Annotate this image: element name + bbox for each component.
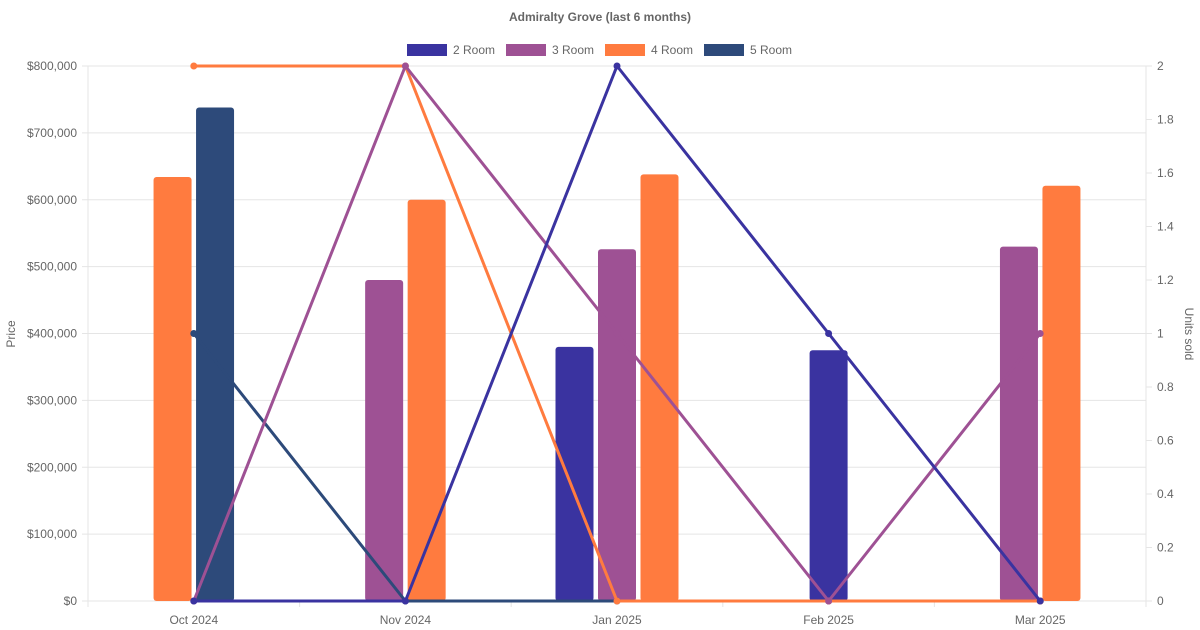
y2-axis-title: Units sold xyxy=(1182,308,1196,361)
y2-tick-label: 1.4 xyxy=(1157,220,1174,234)
bar-4-room xyxy=(1042,185,1081,602)
x-axis-ticks: Oct 2024 Nov 2024 Jan 2025 Feb 2025 Mar 2025 xyxy=(169,613,1065,627)
legend-swatch-4-room xyxy=(605,44,645,56)
y-tick-label: $200,000 xyxy=(27,460,77,474)
y2-tick-label: 0.4 xyxy=(1157,487,1174,501)
y-tick-label: $700,000 xyxy=(27,126,77,140)
x-tick-label: Jan 2025 xyxy=(592,613,642,627)
point-3-room xyxy=(825,597,833,605)
x-tick-label: Nov 2024 xyxy=(380,613,432,627)
point-4-room xyxy=(190,62,198,70)
legend-label-5-room: 5 Room xyxy=(750,43,792,57)
bar-5-room xyxy=(196,107,235,602)
y-tick-label: $0 xyxy=(64,594,78,608)
bar-2-room xyxy=(555,346,594,601)
bar-2-room xyxy=(809,350,848,601)
chart-title: Admiralty Grove (last 6 months) xyxy=(509,10,691,24)
y2-tick-label: 1.8 xyxy=(1157,113,1174,127)
y-tick-label: $500,000 xyxy=(27,260,77,274)
legend-swatch-2-room xyxy=(407,44,447,56)
point-2-room xyxy=(613,62,621,70)
bar-3-room xyxy=(598,249,636,602)
x-tick-label: Mar 2025 xyxy=(1015,613,1066,627)
point-2-room xyxy=(1036,597,1044,605)
y-tick-label: $600,000 xyxy=(27,193,77,207)
legend-label-3-room: 3 Room xyxy=(552,43,594,57)
point-2-room xyxy=(190,597,198,605)
legend: 2 Room 3 Room 4 Room 5 Room xyxy=(407,43,792,57)
legend-swatch-5-room xyxy=(704,44,744,56)
y2-tick-label: 0.6 xyxy=(1157,434,1174,448)
y2-tick-label: 1 xyxy=(1157,327,1164,341)
y-axis-title: Price xyxy=(4,320,18,348)
y-tick-label: $300,000 xyxy=(27,393,77,407)
bar-3-room xyxy=(365,280,404,601)
y-axis-ticks: $0 $100,000 $200,000 $300,000 $400,000 $500,0… xyxy=(27,59,77,608)
bar-4-room xyxy=(153,177,192,601)
y-tick-label: $800,000 xyxy=(27,59,77,73)
point-3-room xyxy=(613,330,621,337)
y-tick-label: $400,000 xyxy=(27,327,77,341)
point-3-room xyxy=(401,62,409,70)
bar-3-room xyxy=(999,246,1038,601)
x-tick-label: Feb 2025 xyxy=(803,613,854,627)
legend-swatch-3-room xyxy=(506,44,546,56)
x-tick-label: Oct 2024 xyxy=(169,613,218,627)
point-2-room xyxy=(401,597,409,605)
y2-tick-label: 1.6 xyxy=(1157,166,1174,180)
y-tick-label: $100,000 xyxy=(27,527,77,541)
point-4-room xyxy=(613,597,621,605)
legend-label-4-room: 4 Room xyxy=(651,43,693,57)
line-series xyxy=(190,62,1044,605)
y2-tick-label: 1.2 xyxy=(1157,273,1174,287)
legend-label-2-room: 2 Room xyxy=(453,43,495,57)
bar-4-room xyxy=(407,199,446,601)
point-5-room xyxy=(190,330,198,337)
y2-axis-ticks: 0 0.2 0.4 0.6 0.8 1 1.2 1.4 1.6 1.8 2 xyxy=(1157,59,1174,608)
y2-tick-label: 0.2 xyxy=(1157,541,1174,555)
y2-tick-label: 0 xyxy=(1157,594,1164,608)
point-3-room xyxy=(1036,330,1044,337)
point-2-room xyxy=(825,330,833,337)
y2-tick-label: 0.8 xyxy=(1157,380,1174,394)
y2-tick-label: 2 xyxy=(1157,59,1164,73)
bar-series xyxy=(153,107,1081,602)
